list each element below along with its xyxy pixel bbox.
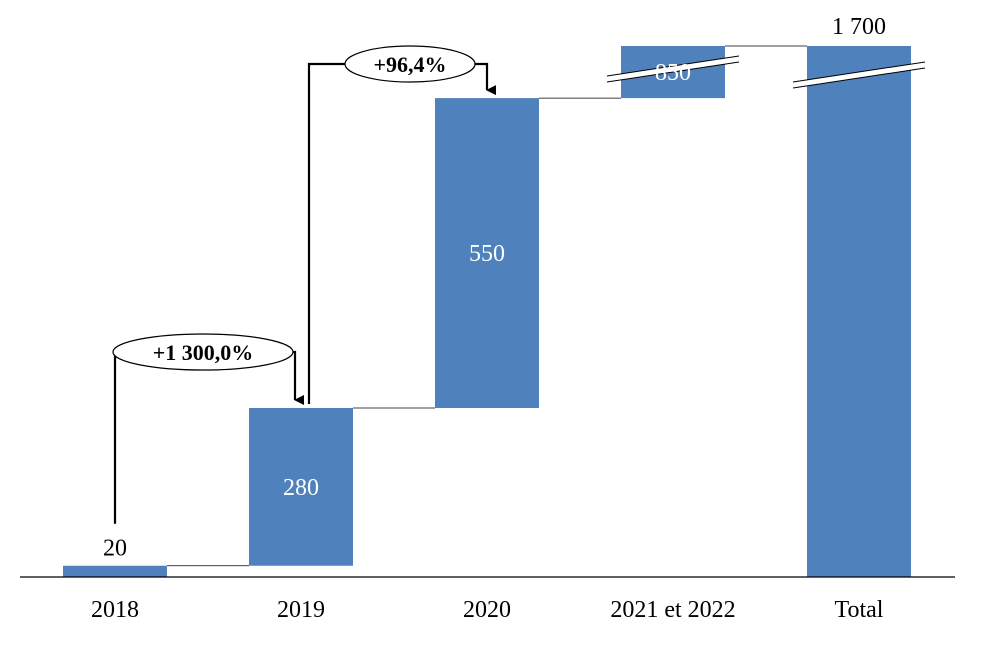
axis-break-gap: [793, 62, 925, 88]
bar-2018: [63, 565, 167, 577]
value-label: 20: [103, 536, 127, 562]
value-label: 280: [283, 475, 319, 501]
bar-2020: [435, 98, 539, 408]
growth-label: +1 300,0%: [153, 340, 254, 365]
growth-oval: [344, 45, 476, 83]
category-labels: 2018 2019 2020 2021 et 2022 Total: [91, 597, 884, 623]
value-label: 1 700: [832, 14, 886, 40]
axis-break-gap: [607, 56, 739, 82]
value-label: 850: [655, 60, 691, 86]
axis-break-line: [606, 55, 740, 77]
value-label: 550: [469, 241, 505, 267]
bars-group: [63, 46, 911, 577]
growth-oval: [112, 333, 294, 371]
growth-label: +96,4%: [373, 52, 446, 77]
connector-lines: [167, 45, 807, 567]
growth-annotations: +1 300,0% +96,4%: [112, 45, 496, 524]
axis-break-line: [792, 67, 926, 89]
category-label: 2018: [91, 597, 139, 623]
axis-break-marks: [606, 55, 926, 89]
category-label: 2021 et 2022: [610, 597, 735, 623]
bar-2019: [249, 407, 353, 566]
axis-break-line: [606, 61, 740, 83]
category-label: 2019: [277, 597, 325, 623]
category-label: 2020: [463, 597, 511, 623]
axis-break-line: [792, 61, 926, 83]
category-label: Total: [835, 597, 884, 623]
bar-total: [807, 46, 911, 577]
value-labels: 20 280 550 850 1 700: [103, 14, 886, 562]
